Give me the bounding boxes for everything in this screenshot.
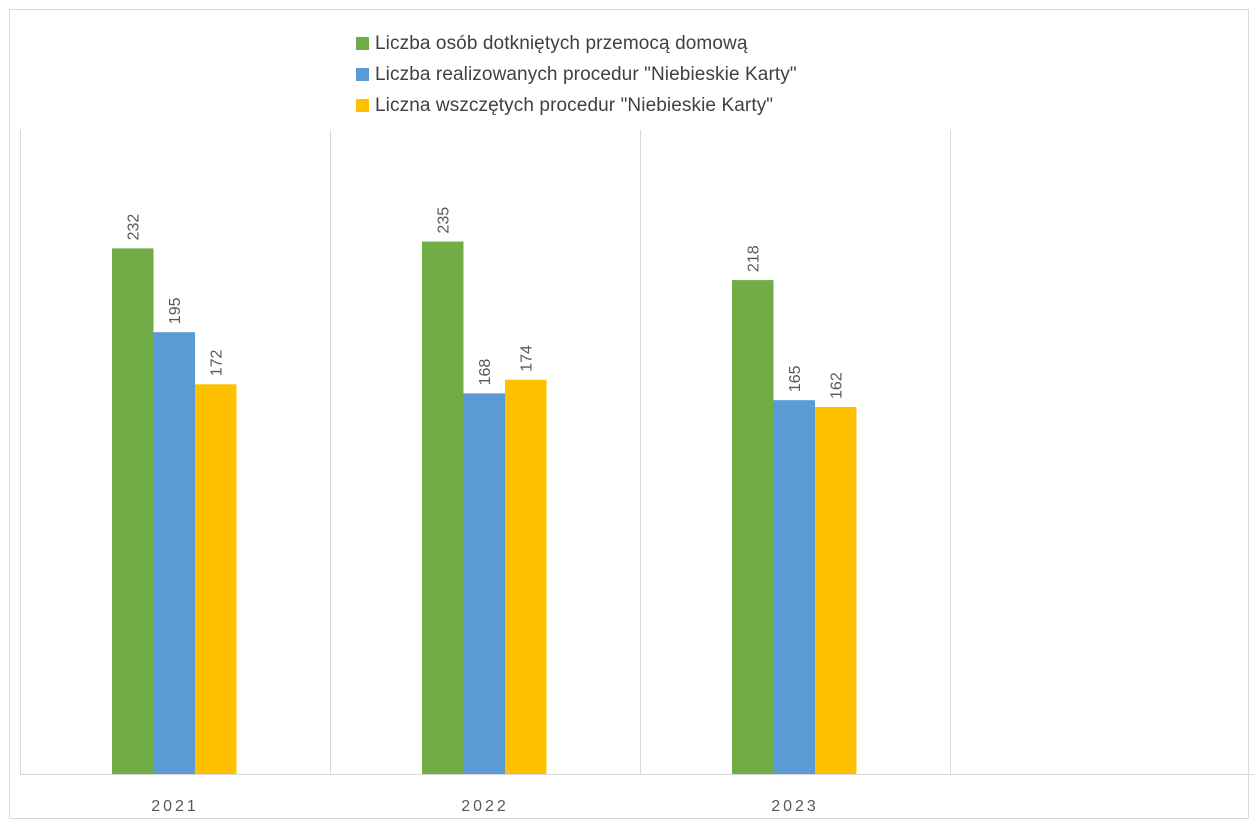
- x-tick-label-2023: 2023: [771, 798, 819, 815]
- data-label-2021-series-3: 172: [209, 350, 226, 377]
- bar-2021-series-1: [112, 248, 154, 774]
- bar-2023-series-1: [732, 280, 774, 774]
- legend-label-series-3: Liczna wszczętych procedur "Niebieskie K…: [375, 94, 774, 116]
- data-label-2023-series-3: 162: [829, 372, 846, 399]
- data-label-2022-series-3: 174: [519, 345, 536, 372]
- data-label-2022-series-1: 235: [436, 207, 453, 234]
- bar-2023-series-3: [815, 406, 857, 774]
- bar-2023-series-2: [773, 400, 815, 774]
- legend-swatch-series-1: [356, 37, 369, 50]
- chart-frame: [9, 9, 1249, 819]
- data-label-2021-series-1: 232: [126, 214, 143, 241]
- data-label-2021-series-2: 195: [167, 297, 184, 324]
- x-tick-label-2022: 2022: [461, 798, 509, 815]
- data-label-2022-series-2: 168: [477, 359, 494, 386]
- bar-2022-series-1: [422, 241, 464, 774]
- legend: Liczba osób dotkniętych przemocą domową …: [356, 28, 797, 121]
- legend-item-series-2: Liczba realizowanych procedur "Niebieski…: [356, 59, 797, 90]
- legend-swatch-series-3: [356, 99, 369, 112]
- legend-swatch-series-2: [356, 68, 369, 81]
- bar-2022-series-3: [505, 379, 547, 774]
- legend-label-series-2: Liczba realizowanych procedur "Niebieski…: [375, 63, 797, 85]
- legend-item-series-1: Liczba osób dotkniętych przemocą domową: [356, 28, 797, 59]
- bar-2022-series-2: [463, 393, 505, 774]
- x-tick-label-2021: 2021: [151, 798, 199, 815]
- bar-2021-series-3: [195, 384, 237, 774]
- data-label-2023-series-2: 165: [787, 365, 804, 392]
- legend-label-series-1: Liczba osób dotkniętych przemocą domową: [375, 32, 748, 54]
- data-label-2023-series-1: 218: [746, 245, 763, 272]
- bar-2021-series-2: [153, 332, 195, 774]
- legend-item-series-3: Liczna wszczętych procedur "Niebieskie K…: [356, 90, 797, 121]
